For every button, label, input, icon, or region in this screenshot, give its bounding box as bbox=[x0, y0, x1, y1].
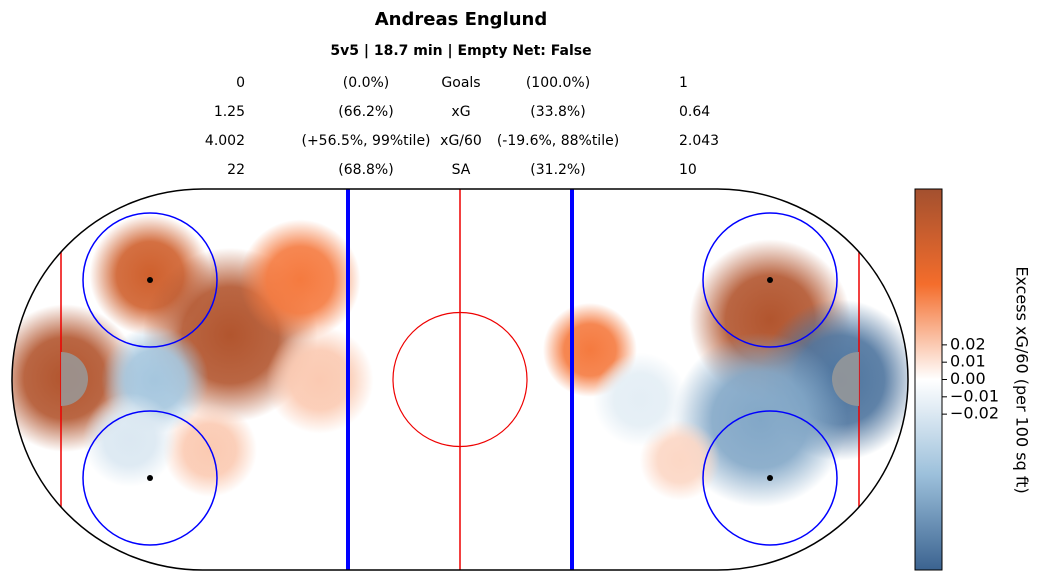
stat-cell: (+56.5%, 99%tile) bbox=[301, 133, 430, 149]
stat-cell: 1 bbox=[679, 75, 688, 91]
chart-subtitle: 5v5 | 18.7 min | Empty Net: False bbox=[330, 43, 591, 59]
chart-title: Andreas Englund bbox=[375, 9, 548, 30]
faceoff-dot bbox=[767, 277, 773, 283]
heat-cell bbox=[266, 326, 374, 434]
stat-cell: xG/60 bbox=[440, 133, 482, 149]
heat-cell bbox=[593, 352, 688, 447]
heat-cell bbox=[162, 402, 258, 497]
stat-cell: 22 bbox=[227, 162, 245, 178]
faceoff-circle bbox=[702, 212, 838, 348]
stat-cell: 10 bbox=[679, 162, 697, 178]
heatmap bbox=[12, 214, 908, 508]
rink bbox=[11, 188, 909, 571]
faceoff-dot bbox=[767, 475, 773, 481]
stat-cell: Goals bbox=[441, 75, 480, 91]
stat-cell: SA bbox=[452, 162, 471, 178]
center-circle bbox=[392, 311, 528, 448]
faceoff-dot bbox=[147, 277, 153, 283]
colorbar-tick-label: −0.01 bbox=[950, 386, 999, 405]
stat-cell: (100.0%) bbox=[526, 75, 590, 91]
colorbar bbox=[914, 188, 943, 571]
goal-crease bbox=[61, 352, 88, 406]
stat-cell: 4.002 bbox=[205, 133, 245, 149]
stat-cell: (33.8%) bbox=[530, 104, 585, 120]
stat-cell: 1.25 bbox=[214, 104, 245, 120]
heat-cell bbox=[239, 219, 361, 341]
stat-cell: (-19.6%, 88%tile) bbox=[497, 133, 619, 149]
colorbar-tick-label: 0.01 bbox=[950, 352, 986, 371]
goal-crease bbox=[832, 352, 859, 406]
stat-cell: 0.64 bbox=[679, 104, 710, 120]
faceoff-circle bbox=[702, 410, 838, 546]
faceoff-dot bbox=[147, 475, 153, 481]
colorbar-tick-label: 0.00 bbox=[950, 369, 986, 388]
rink-boards bbox=[11, 188, 909, 571]
heat-cell bbox=[82, 392, 177, 488]
faceoff-circle bbox=[82, 212, 218, 348]
stat-cell: 2.043 bbox=[679, 133, 719, 149]
stat-cell: (0.0%) bbox=[343, 75, 390, 91]
stat-cell: (31.2%) bbox=[530, 162, 585, 178]
colorbar-label: Excess xG/60 (per 100 sq ft) bbox=[1013, 266, 1032, 493]
stat-cell: 0 bbox=[236, 75, 245, 91]
stat-cell: (68.8%) bbox=[338, 162, 393, 178]
stat-cell: xG bbox=[451, 104, 470, 120]
stat-cell: (66.2%) bbox=[338, 104, 393, 120]
colorbar-tick-label: 0.02 bbox=[950, 334, 986, 353]
colorbar-tick-label: −0.02 bbox=[950, 404, 999, 423]
faceoff-circle bbox=[82, 410, 218, 546]
